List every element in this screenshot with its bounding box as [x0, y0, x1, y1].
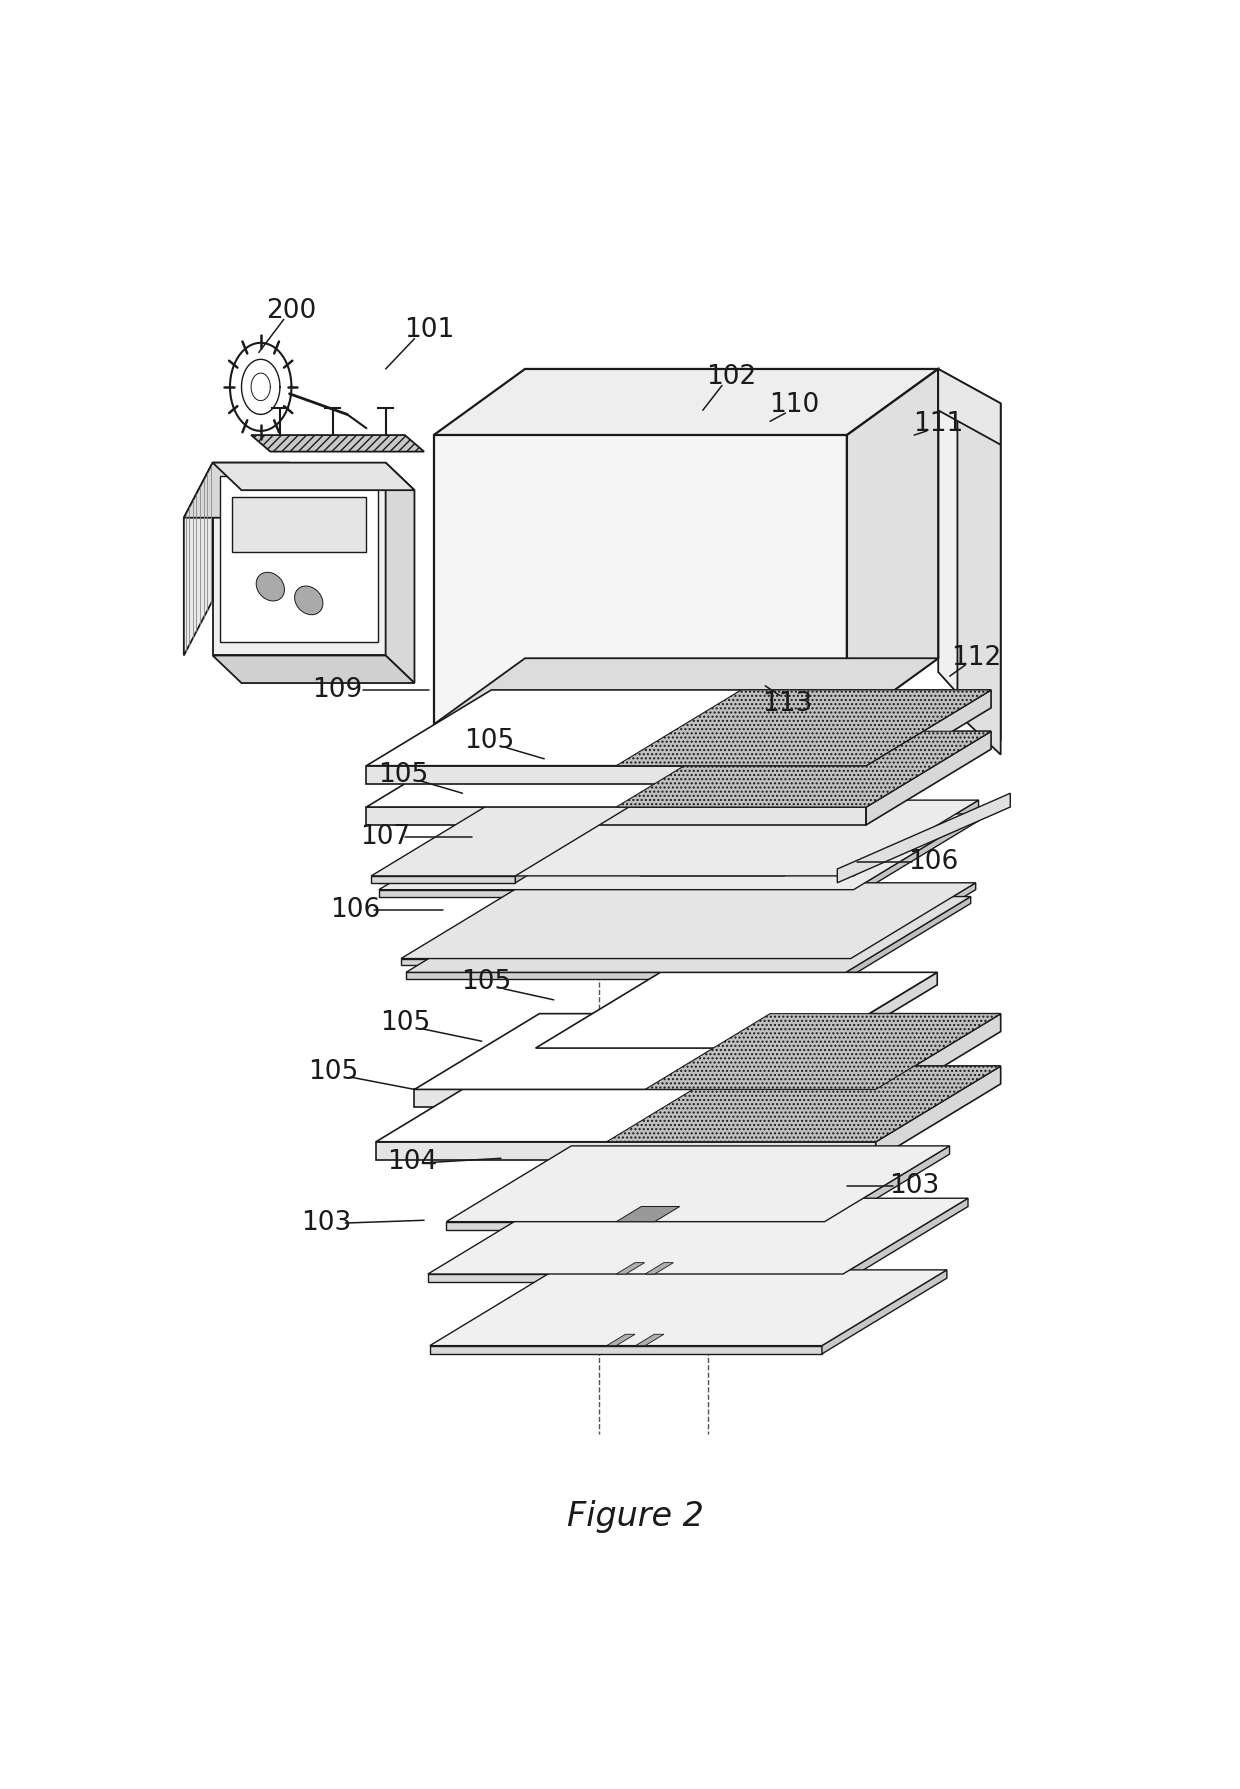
Polygon shape: [213, 463, 414, 490]
Polygon shape: [866, 732, 991, 825]
Polygon shape: [446, 1222, 825, 1229]
Polygon shape: [221, 476, 378, 642]
Polygon shape: [430, 1270, 947, 1345]
Polygon shape: [401, 882, 976, 959]
Polygon shape: [606, 1335, 635, 1345]
Polygon shape: [939, 369, 1001, 741]
Polygon shape: [635, 1335, 663, 1345]
Polygon shape: [434, 435, 847, 725]
Polygon shape: [785, 800, 909, 882]
Polygon shape: [875, 1014, 1001, 1107]
Text: 105: 105: [461, 970, 512, 995]
Text: 106: 106: [330, 898, 379, 923]
Polygon shape: [401, 959, 851, 966]
Ellipse shape: [257, 572, 284, 601]
Ellipse shape: [295, 587, 322, 615]
Polygon shape: [371, 800, 640, 877]
Polygon shape: [428, 1274, 843, 1283]
Polygon shape: [616, 1206, 680, 1222]
Polygon shape: [379, 877, 853, 882]
Text: 109: 109: [312, 676, 363, 703]
Polygon shape: [939, 369, 1001, 445]
Polygon shape: [822, 1270, 947, 1354]
Polygon shape: [645, 1263, 673, 1274]
Polygon shape: [379, 814, 978, 889]
Polygon shape: [386, 463, 414, 683]
Polygon shape: [367, 807, 866, 825]
Polygon shape: [616, 1263, 645, 1274]
Polygon shape: [536, 973, 937, 1048]
Text: Figure 2: Figure 2: [567, 1499, 704, 1533]
Polygon shape: [376, 1066, 1001, 1141]
Polygon shape: [853, 814, 978, 896]
Polygon shape: [843, 1199, 968, 1283]
Text: 105: 105: [464, 728, 515, 753]
Polygon shape: [250, 435, 424, 451]
Text: 106: 106: [908, 850, 959, 875]
Text: 104: 104: [387, 1149, 438, 1175]
Polygon shape: [405, 973, 846, 979]
Text: 101: 101: [404, 317, 454, 343]
Polygon shape: [640, 800, 909, 877]
Polygon shape: [367, 691, 991, 766]
Polygon shape: [851, 882, 976, 966]
Polygon shape: [866, 691, 991, 784]
Text: 112: 112: [951, 646, 1002, 671]
Polygon shape: [371, 877, 516, 882]
Polygon shape: [875, 1066, 1001, 1159]
Text: 105: 105: [308, 1059, 358, 1084]
Text: 110: 110: [769, 392, 820, 419]
Polygon shape: [847, 369, 939, 725]
Polygon shape: [184, 463, 290, 517]
Polygon shape: [379, 800, 978, 877]
Text: 102: 102: [707, 365, 756, 390]
Polygon shape: [616, 732, 991, 807]
Polygon shape: [405, 896, 971, 973]
Polygon shape: [536, 1048, 812, 1061]
Polygon shape: [812, 973, 937, 1061]
Polygon shape: [616, 691, 991, 766]
Polygon shape: [232, 497, 367, 553]
Polygon shape: [379, 889, 853, 896]
Polygon shape: [376, 1141, 875, 1159]
Text: 107: 107: [361, 825, 410, 850]
Polygon shape: [213, 463, 386, 655]
Text: 113: 113: [763, 691, 812, 717]
Polygon shape: [846, 896, 971, 979]
Polygon shape: [640, 877, 785, 882]
Text: 105: 105: [379, 1011, 430, 1036]
Polygon shape: [414, 1090, 875, 1107]
Polygon shape: [367, 766, 866, 784]
Text: 103: 103: [889, 1174, 940, 1199]
Text: 111: 111: [913, 411, 963, 437]
Polygon shape: [853, 800, 978, 882]
Polygon shape: [434, 658, 939, 725]
Polygon shape: [606, 1066, 1001, 1141]
Polygon shape: [645, 1014, 1001, 1090]
Polygon shape: [367, 732, 991, 807]
Polygon shape: [837, 793, 1011, 882]
Polygon shape: [414, 1014, 1001, 1090]
Text: 200: 200: [267, 299, 316, 324]
Polygon shape: [434, 369, 939, 435]
Polygon shape: [957, 410, 1001, 755]
Polygon shape: [516, 800, 640, 882]
Polygon shape: [446, 1147, 950, 1222]
Text: 103: 103: [301, 1209, 351, 1236]
Text: 105: 105: [378, 762, 428, 789]
Polygon shape: [825, 1147, 950, 1229]
Polygon shape: [430, 1345, 822, 1354]
Polygon shape: [428, 1199, 968, 1274]
Polygon shape: [184, 463, 213, 655]
Polygon shape: [213, 655, 414, 683]
